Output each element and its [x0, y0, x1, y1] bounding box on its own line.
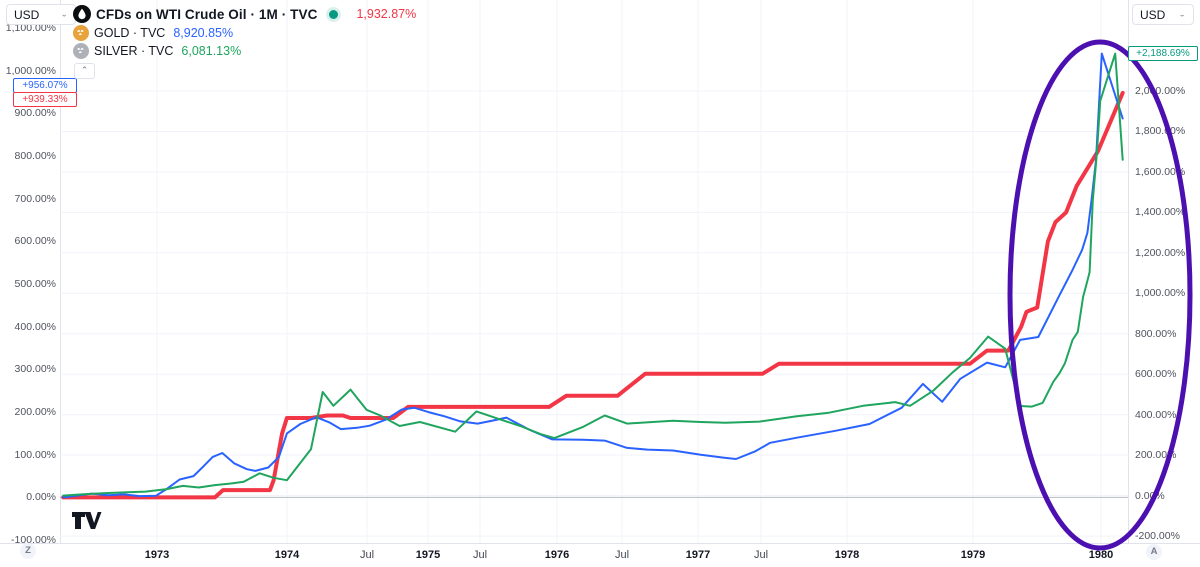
right-axis-label: 2,000.00% — [1135, 85, 1186, 97]
left-axis-border — [60, 0, 61, 543]
time-axis-label: Jul — [614, 549, 630, 561]
main-series-value: 1,932.87% — [356, 7, 417, 21]
series-silver-line[interactable] — [62, 52, 1124, 497]
price-value-label: +2,188.69% — [1128, 46, 1198, 61]
left-axis-label: 1,000.00% — [5, 65, 56, 77]
auto-scale-badge-label: A — [1150, 546, 1158, 557]
right-axis-label: 800.00% — [1135, 328, 1177, 340]
timezone-badge-label: Z — [25, 545, 31, 556]
timezone-badge[interactable]: Z — [20, 543, 36, 559]
right-axis-label: 1,400.00% — [1135, 206, 1186, 218]
left-axis-currency-dropdown[interactable]: USD ⌄ — [6, 4, 76, 25]
right-axis-label: 0.00% — [1135, 490, 1165, 502]
right-axis-label: 1,200.00% — [1135, 247, 1186, 259]
auto-scale-badge[interactable]: A — [1146, 544, 1162, 560]
price-value-label: +939.33% — [13, 92, 77, 107]
legend-compare-gold[interactable]: GOLD · TVC 8,920.85% — [73, 25, 416, 41]
left-axis-label: 900.00% — [14, 107, 56, 119]
main-series-title: CFDs on WTI Crude Oil · 1M · TVC — [96, 6, 318, 22]
time-axis-label: 1976 — [544, 549, 570, 561]
right-axis-label: -200.00% — [1135, 530, 1180, 542]
time-axis-label: Jul — [472, 549, 488, 561]
right-axis-currency-dropdown[interactable]: USD ⌄ — [1132, 4, 1194, 25]
left-axis-label: 600.00% — [14, 235, 56, 247]
right-axis-label: 1,600.00% — [1135, 166, 1186, 178]
chevron-down-icon: ⌄ — [60, 10, 68, 19]
right-axis-label: 600.00% — [1135, 368, 1177, 380]
left-currency-label: USD — [14, 7, 40, 22]
series-gold-line[interactable] — [62, 52, 1124, 499]
silver-label: SILVER · TVC — [94, 44, 174, 58]
market-status-dot[interactable] — [329, 9, 339, 19]
time-axis-label: 1975 — [415, 549, 441, 561]
right-axis-label: 1,800.00% — [1135, 125, 1186, 137]
silver-value: 6,081.13% — [181, 44, 242, 58]
left-axis-label: 500.00% — [14, 278, 56, 290]
left-axis-label: 700.00% — [14, 193, 56, 205]
gold-value: 8,920.85% — [173, 26, 234, 40]
legend: CFDs on WTI Crude Oil · 1M · TVC 1,932.8… — [73, 5, 416, 61]
right-axis-label: 400.00% — [1135, 409, 1177, 421]
chevron-up-icon: ⌃ — [80, 65, 89, 75]
gold-label: GOLD · TVC — [94, 26, 166, 40]
left-axis-label: 0.00% — [26, 491, 56, 503]
legend-compare-silver[interactable]: SILVER · TVC 6,081.13% — [73, 43, 416, 59]
time-axis-label: Jul — [359, 549, 375, 561]
time-axis-label: 1977 — [685, 549, 711, 561]
legend-main-series[interactable]: CFDs on WTI Crude Oil · 1M · TVC 1,932.8… — [73, 5, 416, 23]
left-axis-label: 100.00% — [14, 449, 56, 461]
series-wti-line[interactable] — [61, 90, 1125, 500]
time-axis-label: 1979 — [960, 549, 986, 561]
time-axis-label: 1980 — [1088, 549, 1114, 561]
right-axis-label: 200.00% — [1135, 449, 1177, 461]
left-axis-label: 400.00% — [14, 321, 56, 333]
legend-collapse-button[interactable]: ⌃ — [74, 63, 95, 79]
chevron-down-icon: ⌄ — [1178, 10, 1186, 19]
tradingview-logo[interactable] — [71, 510, 103, 532]
time-axis-label: 1974 — [274, 549, 300, 561]
oil-drop-icon — [73, 5, 91, 23]
left-axis-label: 800.00% — [14, 150, 56, 162]
time-axis-label: 1978 — [834, 549, 860, 561]
left-axis-label: 300.00% — [14, 363, 56, 375]
right-axis-label: 1,000.00% — [1135, 287, 1186, 299]
right-currency-label: USD — [1140, 7, 1166, 22]
time-axis-label: Jul — [753, 549, 769, 561]
price-value-label: +956.07% — [13, 78, 77, 93]
left-axis-label: 200.00% — [14, 406, 56, 418]
left-axis-label: 1,100.00% — [5, 22, 56, 34]
left-axis-label: -100.00% — [11, 534, 56, 546]
silver-icon — [73, 43, 89, 59]
right-axis-border[interactable] — [1128, 0, 1129, 543]
time-axis-border[interactable] — [0, 543, 1200, 544]
gold-icon — [73, 25, 89, 41]
time-axis-label: 1973 — [144, 549, 170, 561]
